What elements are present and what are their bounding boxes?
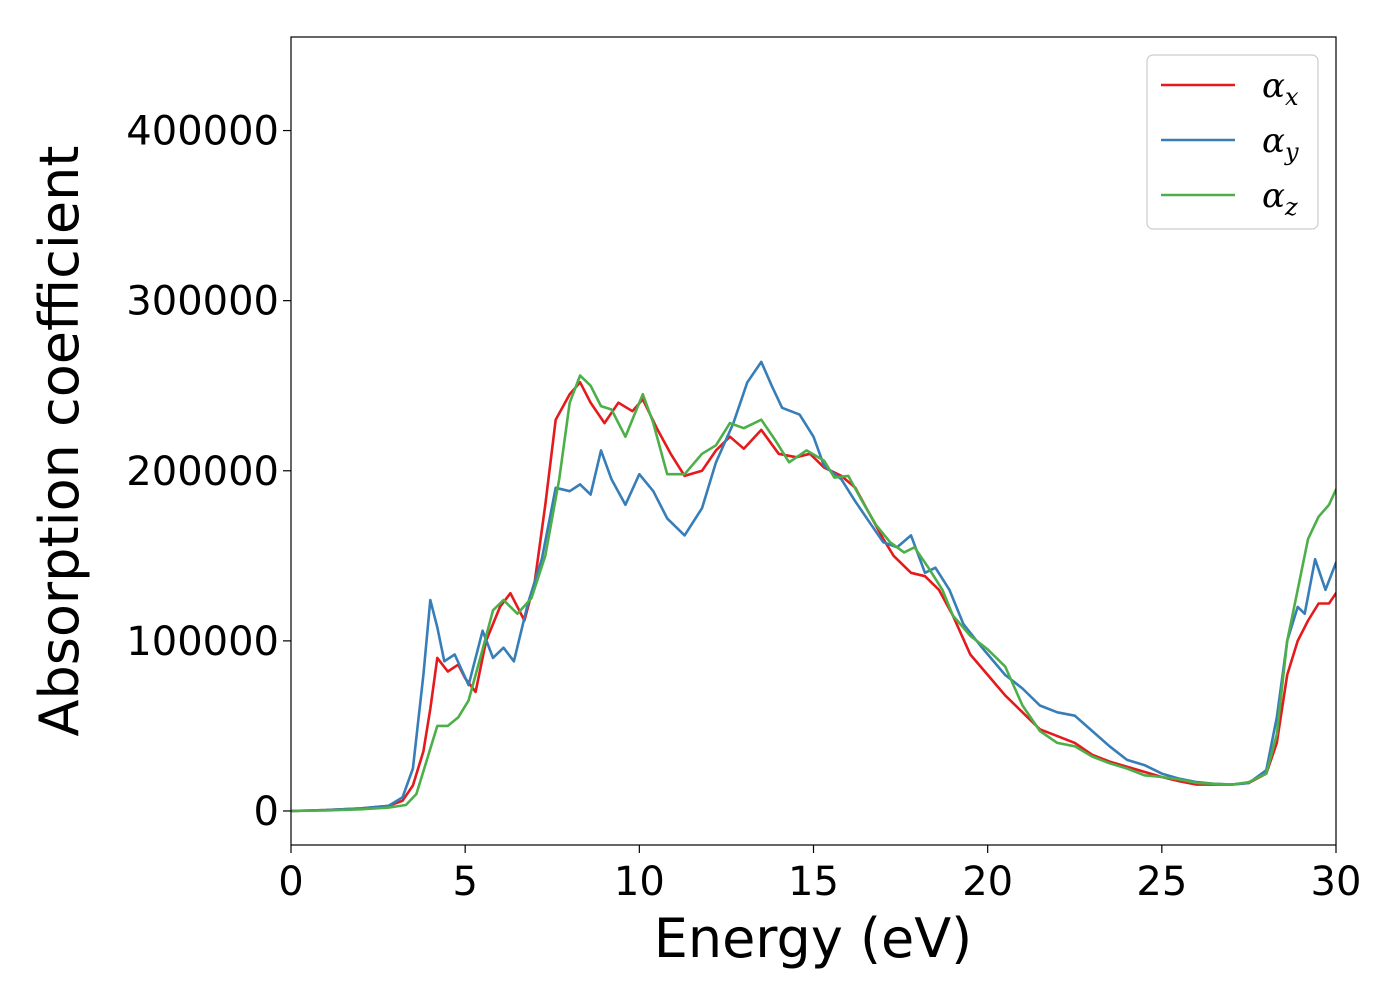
y-tick-label: 400000 (126, 109, 279, 155)
legend-box (1146, 54, 1319, 230)
series-layer (291, 360, 1336, 813)
x-axis-ticks: 0 5 10 15 20 25 30 (278, 845, 1361, 905)
x-tick-label: 15 (788, 859, 839, 905)
x-tick-label: 5 (452, 859, 477, 905)
x-tick-label: 10 (614, 859, 665, 905)
series-line-z (291, 374, 1336, 813)
legend-label-x: αx (1262, 66, 1299, 111)
y-axis-title: Absorption coefficient (28, 146, 91, 737)
y-axis-ticks: 0 100000 200000 300000 400000 (126, 109, 291, 835)
legend-label-y: αy (1262, 121, 1299, 166)
y-tick-label: 100000 (126, 619, 279, 665)
x-tick-label: 30 (1311, 859, 1362, 905)
x-axis-title: Energy (eV) (654, 907, 973, 970)
legend: αx αy αz (1146, 54, 1319, 230)
x-tick-label: 0 (278, 859, 303, 905)
y-tick-label: 0 (254, 789, 279, 835)
y-tick-label: 200000 (126, 449, 279, 495)
x-tick-label: 25 (1136, 859, 1187, 905)
legend-label-z: αz (1262, 176, 1298, 221)
x-tick-label: 20 (962, 859, 1013, 905)
y-tick-label: 300000 (126, 279, 279, 325)
